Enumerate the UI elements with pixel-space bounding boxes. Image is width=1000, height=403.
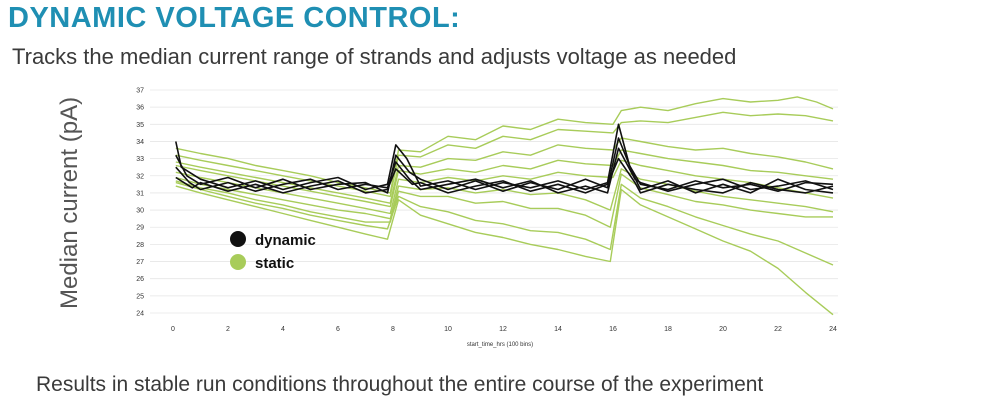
y-tick-label: 35 <box>136 122 144 129</box>
page-footer: Results in stable run conditions through… <box>36 373 764 396</box>
dynamic-series-line-1 <box>175 137 834 194</box>
x-tick-label: 22 <box>774 326 782 333</box>
x-tick-label: 8 <box>391 326 395 333</box>
x-tick-label: 20 <box>719 326 727 333</box>
legend: dynamic static <box>230 231 316 272</box>
static-series-line-8 <box>175 159 834 215</box>
x-tick-label: 10 <box>444 326 452 333</box>
x-axis-ticks: 0 2 4 6 8 10 12 14 16 18 20 22 24 <box>171 326 837 333</box>
y-tick-label: 31 <box>136 190 144 197</box>
static-series-group <box>175 96 834 316</box>
static-series-line-10 <box>175 173 833 228</box>
x-tick-label: 18 <box>664 326 672 333</box>
y-tick-label: 34 <box>136 139 144 146</box>
legend-dynamic-label: dynamic <box>255 232 316 249</box>
legend-dynamic-marker <box>230 231 246 247</box>
y-tick-label: 28 <box>136 242 144 249</box>
x-tick-label: 14 <box>554 326 562 333</box>
y-tick-label: 30 <box>136 208 144 215</box>
page-title: DYNAMIC VOLTAGE CONTROL: <box>8 2 461 34</box>
y-tick-label: 24 <box>136 311 144 318</box>
static-series-line-5 <box>175 111 834 198</box>
y-tick-label: 32 <box>136 173 144 180</box>
x-tick-label: 4 <box>281 326 285 333</box>
x-tick-label: 24 <box>829 326 837 333</box>
x-tick-label: 16 <box>609 326 617 333</box>
x-axis-label: start_time_hrs (100 bins) <box>467 342 533 348</box>
x-tick-label: 12 <box>499 326 507 333</box>
dynamic-series-line-3 <box>175 157 834 194</box>
x-tick-label: 2 <box>226 326 230 333</box>
y-tick-label: 27 <box>136 259 144 266</box>
legend-static-marker <box>230 254 246 270</box>
static-series-line-12 <box>175 185 834 316</box>
static-series-line-4 <box>175 96 834 194</box>
page-subtitle: Tracks the median current range of stran… <box>12 44 737 69</box>
dynamic-series-group <box>175 123 834 194</box>
y-tick-label: 29 <box>136 225 144 232</box>
y-tick-label: 25 <box>136 293 144 300</box>
static-series-line-9 <box>175 168 834 220</box>
y-tick-label: 37 <box>136 88 144 95</box>
y-tick-label: 36 <box>136 105 144 112</box>
y-axis-ticks: 24 25 26 27 28 29 30 31 32 33 34 35 36 37 <box>136 88 144 318</box>
y-tick-label: 33 <box>136 156 144 163</box>
static-series-line-6 <box>175 137 834 204</box>
y-tick-label: 26 <box>136 276 144 283</box>
legend-static-label: static <box>255 255 294 272</box>
static-series-line-11 <box>175 181 834 266</box>
x-tick-label: 0 <box>171 326 175 333</box>
x-tick-label: 6 <box>336 326 340 333</box>
